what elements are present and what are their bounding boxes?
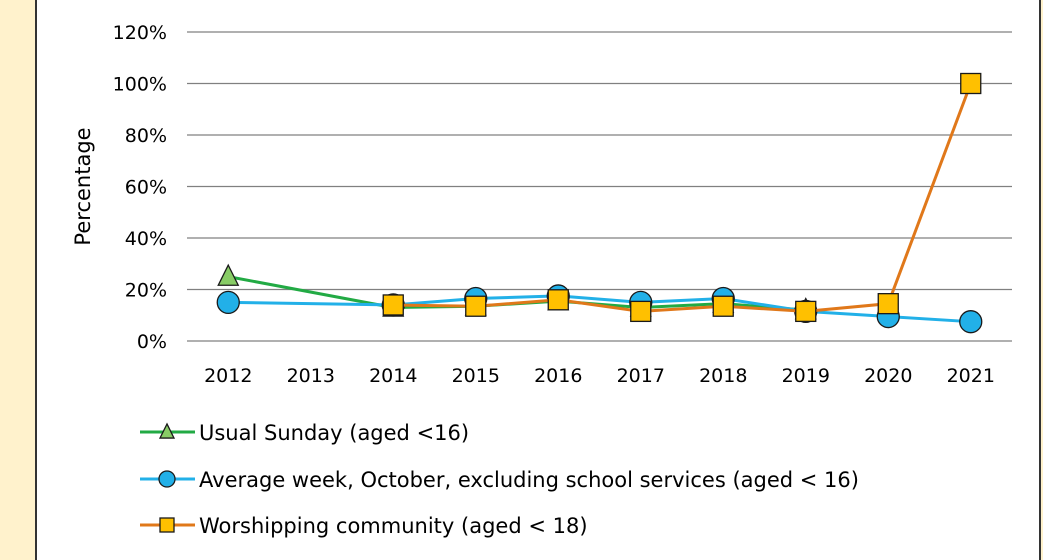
legend-label: Usual Sunday (aged <16) — [199, 421, 469, 445]
x-tick-label: 2014 — [369, 365, 417, 387]
x-axis-tick-labels: 2012 2013 2014 2015 2016 2017 2018 2019 2020 2021 — [204, 365, 995, 387]
chart-panel: 0% 20% 40% 60% 80% 100% 120% 2012 2013 2014 2015 2… — [35, 0, 1041, 560]
y-axis-title: Percentage — [71, 127, 95, 245]
data-point — [382, 294, 404, 316]
x-tick-label: 2015 — [452, 365, 500, 387]
x-tick-label: 2019 — [782, 365, 830, 387]
x-tick-label: 2016 — [534, 365, 582, 387]
x-tick-label: 2012 — [204, 365, 252, 387]
series-line — [228, 294, 971, 324]
data-point — [795, 300, 817, 323]
x-tick-label: 2013 — [287, 365, 335, 387]
legend-entry: Worshipping community (aged < 18) — [140, 514, 588, 538]
x-tick-label: 2020 — [864, 365, 912, 387]
data-point — [712, 295, 734, 317]
gridlines — [187, 31, 1012, 342]
series-2 — [382, 72, 982, 323]
legend-label: Average week, October, excluding school … — [199, 468, 859, 492]
y-tick-label: 80% — [125, 125, 167, 147]
y-tick-label: 100% — [113, 74, 167, 96]
data-point — [217, 263, 240, 286]
data-point — [877, 293, 899, 315]
legend-entry: Average week, October, excluding school … — [140, 468, 859, 492]
legend-label: Worshipping community (aged < 18) — [199, 514, 588, 538]
series-line — [393, 82, 973, 313]
y-tick-label: 0% — [137, 331, 167, 353]
x-tick-label: 2018 — [699, 365, 747, 387]
line-chart: 0%20%40%60%80%100%120% 2012 2013 2014 2015 2… — [71, 22, 1012, 538]
y-tick-label: 40% — [125, 228, 167, 250]
legend-marker — [158, 470, 176, 488]
data-point — [630, 300, 652, 323]
data-point — [959, 310, 983, 334]
y-axis-tick-labels: 0% 20% 40% 60% 80% 100% 120% — [113, 22, 167, 353]
y-tick-label: 60% — [125, 177, 167, 199]
series-1 — [216, 284, 983, 334]
y-tick-label: 120% — [113, 22, 167, 44]
data-point — [465, 295, 487, 317]
x-tick-label: 2017 — [617, 365, 665, 387]
legend-marker — [159, 517, 175, 533]
x-tick-label: 2021 — [947, 365, 995, 387]
data-point — [960, 72, 982, 95]
y-tick-label: 20% — [125, 280, 167, 302]
data-point — [547, 289, 569, 311]
legend-marker — [158, 422, 176, 439]
legend-entry: Usual Sunday (aged <16) — [140, 421, 469, 445]
legend: Usual Sunday (aged <16) Average week, Oct… — [140, 421, 859, 538]
series-lines — [216, 72, 983, 334]
data-point — [216, 290, 240, 315]
